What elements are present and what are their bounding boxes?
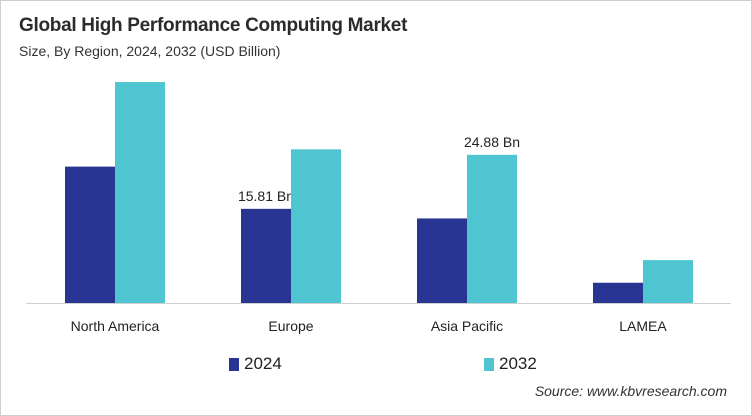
- bar-2024-europe: [241, 208, 291, 303]
- bar-2024-asia-pacific: [417, 218, 467, 303]
- chart-subtitle: Size, By Region, 2024, 2032 (USD Billion…: [19, 43, 281, 59]
- bar-2024-north-america: [65, 166, 115, 303]
- bar-chart: North America 15.81 Bn Europe 24.88 Bn Asia …: [26, 82, 731, 334]
- bar-2032-asia-pacific: [467, 154, 517, 303]
- x-tick-label: Europe: [268, 318, 313, 334]
- data-label: 15.81 Bn: [238, 188, 294, 204]
- data-label: 24.88 Bn: [464, 134, 520, 150]
- legend-label-2024: 2024: [244, 354, 282, 373]
- bar-2032-lamea: [643, 260, 693, 303]
- x-tick-label: North America: [71, 318, 160, 334]
- legend-item-2024: 2024: [229, 354, 282, 374]
- legend-label-2032: 2032: [499, 354, 537, 373]
- legend-item-2032: 2032: [484, 354, 537, 374]
- x-tick-label: Asia Pacific: [431, 318, 503, 334]
- legend-swatch-2032: [484, 357, 494, 371]
- bar-2032-north-america: [115, 82, 165, 303]
- source-note: Source: www.kbvresearch.com: [534, 383, 727, 399]
- bar-2032-europe: [291, 149, 341, 303]
- bar-2024-lamea: [593, 282, 643, 303]
- legend-swatch-2024: [229, 357, 239, 371]
- chart-title: Global High Performance Computing Market: [19, 15, 408, 36]
- x-tick-label: LAMEA: [619, 318, 667, 334]
